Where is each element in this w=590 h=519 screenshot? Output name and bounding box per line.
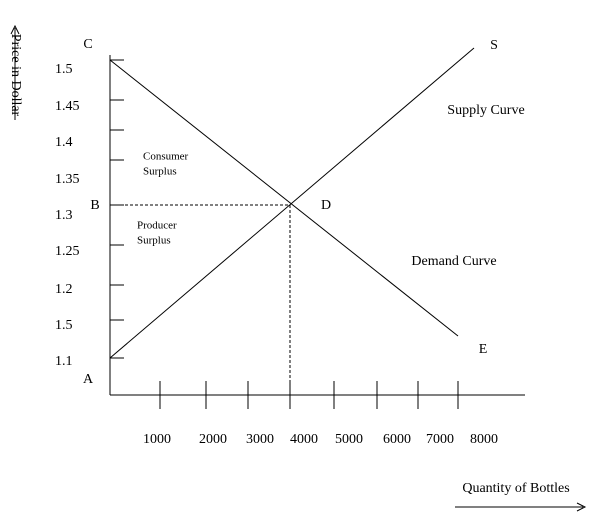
x-tick-label: 1000: [143, 432, 171, 447]
y-tick-label: 1.35: [55, 172, 80, 187]
area-label: Producer: [137, 220, 177, 232]
y-title: Price in Dollar: [8, 34, 23, 117]
y-tick-label: 1.5: [55, 62, 73, 77]
demand-line: [109, 59, 459, 337]
point-label: D: [321, 198, 331, 213]
y-arrowhead: [10, 24, 20, 35]
y-tick-label: 1.2: [55, 282, 73, 297]
point-label: B: [90, 198, 99, 213]
curve-label: Demand Curve: [411, 254, 496, 269]
y-tick-label: 1.1: [55, 354, 73, 369]
x-tick-label: 5000: [335, 432, 363, 447]
x-tick-label: 8000: [470, 432, 498, 447]
point-label: E: [479, 342, 488, 357]
x-arrowhead: [576, 502, 587, 512]
area-label: Surplus: [137, 235, 171, 247]
x-tick-label: 7000: [426, 432, 454, 447]
x-tick-label: 6000: [383, 432, 411, 447]
point-label: S: [490, 38, 498, 53]
y-tick-label: 1.4: [55, 135, 73, 150]
area-label: Surplus: [143, 166, 177, 178]
y-tick-label: 1.45: [55, 99, 80, 114]
x-tick-label: 3000: [246, 432, 274, 447]
x-tick-label: 2000: [199, 432, 227, 447]
area-label: Consumer: [143, 151, 189, 163]
supply-line: [109, 47, 475, 359]
point-label: C: [83, 37, 92, 52]
point-label: A: [83, 372, 94, 387]
x-title: Quantity of Bottles: [462, 481, 569, 496]
x-tick-label: 4000: [290, 432, 318, 447]
curve-label: Supply Curve: [447, 103, 524, 118]
y-tick-label: 1.5: [55, 318, 73, 333]
y-tick-label: 1.25: [55, 244, 80, 259]
y-tick-label: 1.3: [55, 208, 73, 223]
